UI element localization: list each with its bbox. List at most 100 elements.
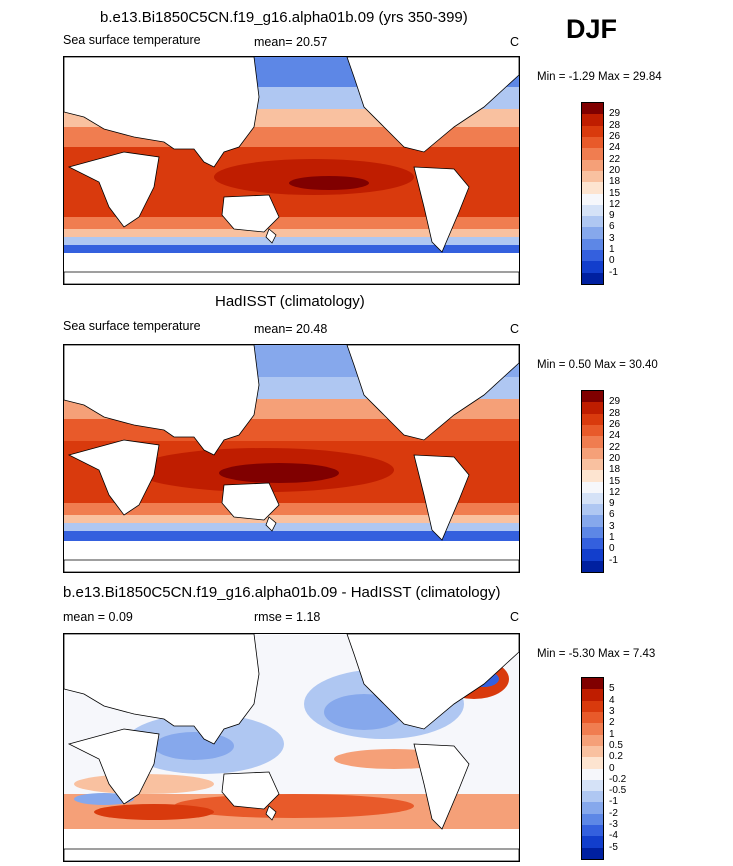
colorbar-label: 18 — [609, 176, 621, 188]
colorbar-swatch — [582, 227, 603, 239]
colorbar-swatch — [582, 402, 603, 414]
panel3-colorbar — [581, 677, 604, 860]
colorbar-swatch — [582, 791, 603, 803]
colorbar-swatch — [582, 159, 603, 171]
colorbar-swatch — [582, 470, 603, 482]
panel2-variable: Sea surface temperature — [63, 319, 201, 333]
colorbar-label: 0 — [609, 762, 615, 774]
colorbar-swatch — [582, 447, 603, 459]
colorbar-swatch — [582, 836, 603, 848]
colorbar-swatch — [582, 813, 603, 826]
panel2-unit: C — [510, 322, 520, 336]
colorbar-swatch — [582, 757, 603, 769]
colorbar-swatch — [582, 526, 603, 539]
colorbar-label: 5 — [609, 683, 615, 695]
colorbar-label: 28 — [609, 119, 621, 131]
colorbar-swatch — [582, 768, 603, 780]
colorbar-label: 0 — [609, 543, 615, 555]
colorbar-label: 26 — [609, 130, 621, 142]
panel3-rmse: rmse = 1.18 — [254, 610, 321, 624]
panel3-minmax: Min = -5.30 Max = 7.43 — [537, 648, 656, 660]
colorbar-swatch — [582, 711, 603, 724]
colorbar-label: 24 — [609, 142, 621, 154]
colorbar-swatch — [582, 250, 603, 262]
colorbar-swatch — [582, 436, 603, 448]
colorbar-label: 29 — [609, 396, 621, 408]
colorbar-swatch — [582, 700, 603, 712]
colorbar-swatch — [582, 515, 603, 527]
panel3-unit: C — [510, 610, 520, 624]
panel2-colorbar — [581, 390, 604, 573]
colorbar-label: 3 — [609, 520, 615, 532]
colorbar-label: -4 — [609, 830, 618, 842]
colorbar-label: 20 — [609, 164, 621, 176]
colorbar-label: 6 — [609, 509, 615, 521]
colorbar-label: -1 — [609, 796, 618, 808]
season-label: DJF — [566, 14, 618, 44]
colorbar-swatch — [582, 148, 603, 160]
colorbar-label: 15 — [609, 475, 621, 487]
colorbar-swatch — [582, 723, 603, 735]
panel1-map — [63, 56, 520, 285]
colorbar-label: 15 — [609, 187, 621, 199]
colorbar-swatch — [582, 272, 603, 284]
colorbar-swatch — [582, 492, 603, 505]
colorbar-swatch — [582, 549, 603, 561]
colorbar-swatch — [582, 103, 603, 115]
colorbar-swatch — [582, 216, 603, 228]
colorbar-label: 3 — [609, 705, 615, 717]
colorbar-swatch — [582, 182, 603, 194]
colorbar-label: -0.5 — [609, 785, 627, 797]
colorbar-label: 12 — [609, 486, 621, 498]
colorbar-label: 18 — [609, 464, 621, 476]
panel1-unit: C — [510, 35, 520, 49]
panel1-title: b.e13.Bi1850C5CN.f19_g16.alpha01b.09 (yr… — [100, 9, 468, 26]
colorbar-label: 2 — [609, 717, 615, 729]
colorbar-label: 1 — [609, 244, 615, 256]
panel1-colorbar — [581, 102, 604, 285]
colorbar-label: 24 — [609, 430, 621, 442]
colorbar-label: 12 — [609, 198, 621, 210]
colorbar-swatch — [582, 114, 603, 126]
colorbar-swatch — [582, 413, 603, 425]
colorbar-label: 0 — [609, 255, 615, 267]
panel2-mean: mean= 20.48 — [254, 322, 328, 336]
colorbar-swatch — [582, 424, 603, 437]
colorbar-label: -1 — [609, 266, 618, 278]
colorbar-label: 1 — [609, 728, 615, 740]
panel2-map — [63, 344, 520, 573]
panel3-map — [63, 633, 520, 862]
panel1-mean: mean= 20.57 — [254, 35, 328, 49]
colorbar-swatch — [582, 825, 603, 837]
colorbar-swatch — [582, 734, 603, 746]
colorbar-label: 28 — [609, 407, 621, 419]
colorbar-swatch — [582, 391, 603, 403]
colorbar-label: 1 — [609, 532, 615, 544]
colorbar-swatch — [582, 193, 603, 205]
colorbar-swatch — [582, 481, 603, 493]
colorbar-label: 22 — [609, 441, 621, 453]
colorbar-label: 0.2 — [609, 751, 623, 763]
colorbar-swatch — [582, 204, 603, 217]
colorbar-swatch — [582, 261, 603, 273]
colorbar-swatch — [582, 689, 603, 701]
colorbar-swatch — [582, 538, 603, 550]
panel2-title: HadISST (climatology) — [215, 293, 365, 310]
colorbar-label: 9 — [609, 498, 615, 510]
colorbar-swatch — [582, 170, 603, 183]
colorbar-label: 20 — [609, 452, 621, 464]
colorbar-label: -0.2 — [609, 773, 627, 785]
colorbar-label: 9 — [609, 210, 615, 222]
colorbar-swatch — [582, 136, 603, 149]
colorbar-label: 29 — [609, 108, 621, 120]
panel3-title: b.e13.Bi1850C5CN.f19_g16.alpha01b.09 - H… — [63, 584, 501, 601]
colorbar-label: -2 — [609, 807, 618, 819]
panel1-variable: Sea surface temperature — [63, 33, 201, 47]
colorbar-swatch — [582, 504, 603, 516]
colorbar-swatch — [582, 847, 603, 859]
colorbar-swatch — [582, 802, 603, 814]
colorbar-label: -1 — [609, 554, 618, 566]
colorbar-swatch — [582, 745, 603, 758]
colorbar-label: 0.5 — [609, 739, 623, 751]
colorbar-swatch — [582, 678, 603, 690]
